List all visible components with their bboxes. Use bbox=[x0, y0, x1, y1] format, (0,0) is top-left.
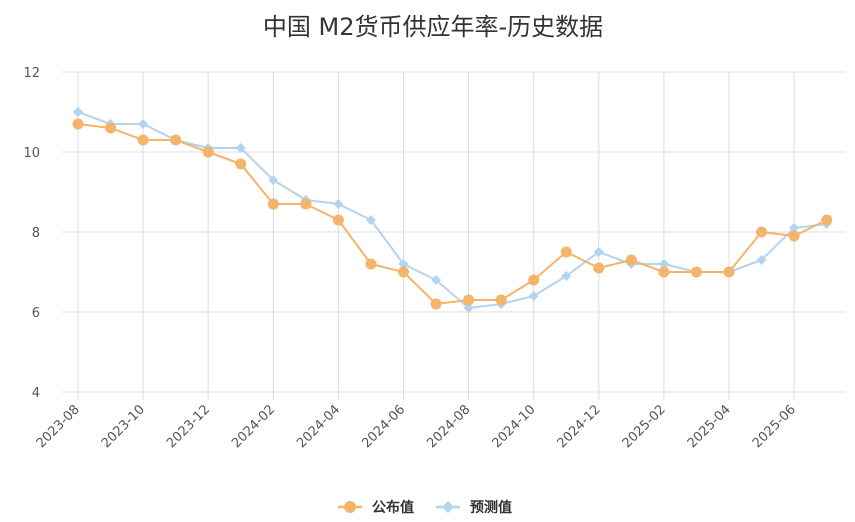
data-point[interactable] bbox=[593, 262, 605, 274]
data-point[interactable] bbox=[625, 254, 637, 266]
x-tick-label: 2024-04 bbox=[294, 402, 343, 451]
data-point[interactable] bbox=[235, 143, 246, 153]
y-tick-label: 10 bbox=[23, 146, 40, 161]
x-tick-label: 2024-08 bbox=[424, 402, 473, 451]
x-tick-label: 2023-10 bbox=[99, 402, 148, 451]
data-point[interactable] bbox=[690, 266, 702, 278]
legend-marker-published bbox=[344, 501, 356, 513]
y-tick-label: 12 bbox=[23, 66, 40, 81]
data-point[interactable] bbox=[105, 122, 117, 134]
data-point[interactable] bbox=[300, 198, 312, 210]
data-point[interactable] bbox=[756, 255, 767, 265]
y-tick-label: 8 bbox=[32, 226, 40, 241]
data-point[interactable] bbox=[202, 146, 214, 158]
x-tick-label: 2024-10 bbox=[490, 402, 539, 451]
data-point[interactable] bbox=[73, 107, 83, 117]
data-point[interactable] bbox=[332, 214, 344, 226]
chart-title: 中国 M2货币供应年率-历史数据 bbox=[263, 13, 603, 41]
x-tick-label: 2025-06 bbox=[750, 402, 799, 451]
data-point[interactable] bbox=[821, 214, 833, 226]
data-point[interactable] bbox=[430, 298, 442, 310]
data-point[interactable] bbox=[398, 259, 409, 269]
series-line bbox=[77, 111, 827, 309]
series-layer bbox=[72, 107, 833, 313]
data-point[interactable] bbox=[463, 303, 474, 313]
data-point[interactable] bbox=[658, 266, 670, 278]
data-point[interactable] bbox=[170, 134, 182, 146]
data-point[interactable] bbox=[723, 266, 735, 278]
legend-marker-forecast bbox=[442, 501, 454, 513]
x-tick-label: 2024-02 bbox=[229, 402, 278, 451]
data-point[interactable] bbox=[593, 247, 604, 257]
data-point[interactable] bbox=[235, 158, 247, 170]
data-point[interactable] bbox=[398, 266, 409, 278]
data-point[interactable] bbox=[137, 134, 149, 146]
series-line bbox=[77, 123, 828, 305]
data-point[interactable] bbox=[365, 258, 377, 270]
data-point[interactable] bbox=[72, 118, 84, 130]
data-point[interactable] bbox=[756, 226, 768, 238]
data-point[interactable] bbox=[333, 199, 344, 209]
data-point[interactable] bbox=[267, 198, 279, 210]
data-point[interactable] bbox=[788, 230, 800, 242]
data-point[interactable] bbox=[560, 246, 572, 258]
x-tick-label: 2023-08 bbox=[34, 402, 83, 451]
x-tick-label: 2024-12 bbox=[555, 402, 604, 451]
legend-label-forecast: 预测值 bbox=[470, 499, 512, 516]
data-point[interactable] bbox=[431, 275, 442, 285]
x-axis: 2023-08 2023-10 2023-12 2024-02 2024-04 2024-… bbox=[34, 402, 799, 451]
data-point[interactable] bbox=[268, 175, 279, 185]
legend-label-published: 公布值 bbox=[372, 499, 414, 516]
y-axis: 4 6 8 10 12 bbox=[23, 66, 40, 401]
data-point[interactable] bbox=[365, 215, 376, 225]
legend-item-published[interactable]: 公布值 bbox=[338, 499, 414, 516]
legend-item-forecast[interactable]: 预测值 bbox=[436, 499, 512, 516]
data-point[interactable] bbox=[561, 271, 572, 281]
data-point[interactable] bbox=[138, 119, 149, 129]
data-point[interactable] bbox=[463, 294, 475, 306]
y-tick-label: 4 bbox=[32, 386, 40, 401]
grid bbox=[62, 71, 845, 400]
data-point[interactable] bbox=[495, 294, 507, 306]
x-tick-label: 2024-06 bbox=[359, 402, 408, 451]
data-point[interactable] bbox=[528, 291, 539, 301]
y-tick-label: 6 bbox=[32, 306, 40, 321]
data-point[interactable] bbox=[658, 259, 669, 269]
series-forecast bbox=[73, 107, 832, 313]
x-tick-label: 2025-02 bbox=[620, 402, 669, 451]
x-tick-label: 2023-12 bbox=[164, 402, 213, 451]
series-published bbox=[72, 118, 833, 310]
data-point[interactable] bbox=[528, 274, 540, 286]
x-tick-label: 2025-04 bbox=[685, 402, 734, 451]
data-point[interactable] bbox=[789, 223, 800, 233]
legend[interactable]: 公布值 预测值 bbox=[338, 499, 512, 516]
